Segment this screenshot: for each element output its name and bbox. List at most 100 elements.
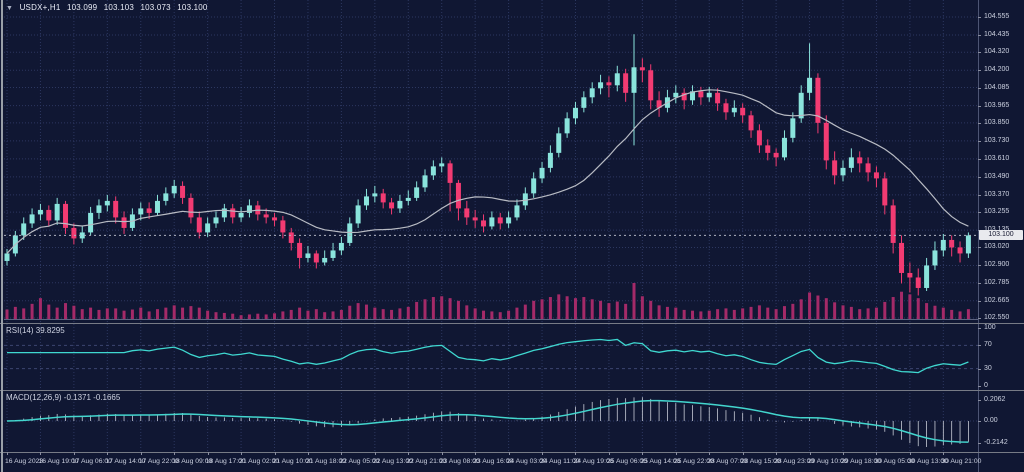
time-axis-label: 30 Aug 21:00 bbox=[941, 458, 982, 465]
price-axis-tick bbox=[978, 158, 981, 160]
time-axis-tick bbox=[475, 452, 477, 455]
time-axis-border bbox=[0, 452, 1024, 453]
time-axis-label: 21 Aug 10:00 bbox=[272, 458, 313, 465]
time-axis-tick bbox=[709, 452, 711, 455]
rsi-axis-label: 70 bbox=[984, 341, 992, 349]
time-axis-label: 17 Aug 06:00 bbox=[71, 458, 112, 465]
macd-axis-label: -0.2142 bbox=[984, 438, 1008, 446]
window-left-border bbox=[1, 0, 3, 472]
price-axis-label: 104.320 bbox=[984, 48, 1010, 56]
time-axis-tick bbox=[876, 452, 878, 455]
time-axis-label: 16 Aug 2023 bbox=[5, 458, 44, 465]
price-axis-tick bbox=[978, 282, 981, 284]
price-axis-tick bbox=[978, 300, 981, 302]
price-axis-tick bbox=[978, 70, 981, 72]
price-axis-label: 103.610 bbox=[984, 154, 1010, 162]
price-axis-label: 102.550 bbox=[984, 314, 1010, 321]
price-axis-tick bbox=[978, 122, 981, 124]
macd-axis-tick bbox=[978, 400, 981, 402]
time-axis-tick bbox=[307, 452, 309, 455]
price-axis-tick bbox=[978, 105, 981, 107]
symbol-period-label: USDX+,H1 bbox=[19, 3, 61, 12]
time-axis-label: 18 Aug 17:00 bbox=[205, 458, 246, 465]
time-axis-label: 24 Aug 03:00 bbox=[506, 458, 547, 465]
chart-ohlc-header: ▼ USDX+,H1 103.099 103.103 103.073 103.1… bbox=[6, 3, 212, 12]
rsi-axis-tick bbox=[978, 386, 981, 387]
open-value: 103.099 bbox=[66, 3, 98, 12]
time-axis-tick bbox=[642, 452, 644, 455]
price-axis-label: 104.435 bbox=[984, 31, 1010, 38]
time-axis-tick bbox=[575, 452, 577, 455]
time-axis-label: 22 Aug 13:00 bbox=[372, 458, 413, 465]
macd-signal-line bbox=[6, 399, 969, 443]
close-value: 103.100 bbox=[177, 3, 208, 12]
time-axis-tick bbox=[742, 452, 744, 455]
time-axis-label: 22 Aug 21:00 bbox=[406, 458, 447, 465]
time-axis-label: 23 Aug 16:00 bbox=[473, 458, 514, 465]
time-axis-label: 17 Aug 22:00 bbox=[138, 458, 179, 465]
macd-histogram bbox=[14, 397, 969, 447]
macd-axis-label: 0.2062 bbox=[984, 396, 1006, 404]
rsi-axis-tick bbox=[978, 368, 981, 370]
price-axis-tick bbox=[978, 247, 981, 249]
time-axis-tick bbox=[809, 452, 811, 455]
pane-separator-rsi-macd[interactable] bbox=[0, 390, 1024, 391]
macd-axis-label: 0.00 bbox=[984, 417, 998, 424]
time-axis-tick bbox=[7, 452, 8, 455]
rsi-axis-label: 100 bbox=[984, 324, 996, 331]
price-axis-tick bbox=[978, 318, 981, 319]
time-axis-label: 28 Aug 15:00 bbox=[740, 458, 781, 465]
time-axis-tick bbox=[107, 452, 109, 455]
time-axis-label: 30 Aug 13:00 bbox=[907, 458, 948, 465]
ma-line bbox=[6, 89, 969, 254]
rsi-axis-label: 0 bbox=[984, 382, 988, 389]
price-axis-tick bbox=[978, 87, 981, 89]
time-axis-label: 25 Aug 22:00 bbox=[673, 458, 714, 465]
time-axis-tick bbox=[40, 452, 42, 455]
price-axis-label: 102.900 bbox=[984, 261, 1010, 269]
low-value: 103.073 bbox=[140, 3, 171, 12]
time-axis-label: 21 Aug 18:00 bbox=[305, 458, 347, 465]
macd-axis-tick bbox=[978, 421, 981, 422]
rsi-axis-label: 30 bbox=[984, 364, 992, 372]
macd-axis-tick bbox=[978, 442, 981, 444]
macd-indicator-label: MACD(12,26,9) -0.1371 -0.1665 bbox=[6, 393, 121, 402]
price-axis-label: 103.020 bbox=[984, 243, 1010, 251]
time-axis-tick bbox=[843, 452, 844, 455]
price-axis-label: 103.965 bbox=[984, 101, 1010, 109]
volume-layer bbox=[5, 283, 970, 319]
price-axis-tick bbox=[978, 176, 981, 178]
price-axis-label: 103.255 bbox=[984, 208, 1010, 216]
pane-separator-main-rsi[interactable] bbox=[0, 323, 1024, 324]
time-axis-label: 18 Aug 09:00 bbox=[172, 458, 213, 465]
time-axis-label: 22 Aug 05:00 bbox=[339, 458, 380, 465]
rsi-line bbox=[7, 338, 969, 374]
time-axis-label: 24 Aug 11:00 bbox=[540, 458, 580, 465]
time-axis-tick bbox=[608, 452, 610, 455]
time-axis-tick bbox=[675, 452, 677, 455]
high-value: 103.103 bbox=[103, 3, 135, 12]
chart-menu-arrow-icon[interactable]: ▼ bbox=[6, 5, 14, 12]
price-axis-label: 102.665 bbox=[984, 296, 1010, 304]
price-axis-label: 103.135 bbox=[984, 226, 1009, 233]
price-axis-tick bbox=[978, 194, 981, 196]
time-axis-tick bbox=[508, 452, 510, 455]
time-axis-label: 30 Aug 05:00 bbox=[874, 458, 915, 465]
rsi-axis-tick bbox=[978, 345, 981, 347]
time-axis-tick bbox=[909, 452, 911, 455]
time-axis-tick bbox=[374, 452, 376, 455]
price-axis-tick bbox=[978, 265, 981, 267]
time-axis-tick bbox=[274, 452, 276, 455]
time-axis-tick bbox=[542, 452, 544, 455]
time-axis-label: 28 Aug 23:00 bbox=[774, 458, 815, 465]
time-axis-label: 29 Aug 10:00 bbox=[807, 458, 848, 465]
price-axis-tick bbox=[978, 140, 981, 142]
time-axis-label: 17 Aug 14:00 bbox=[105, 458, 146, 465]
time-axis-label: 16 Aug 19:00 bbox=[38, 458, 79, 465]
price-axis-tick bbox=[978, 52, 981, 54]
price-axis-tick bbox=[978, 212, 981, 214]
current-price-tag: 103.100 bbox=[979, 230, 1023, 241]
time-axis-label: 29 Aug 18:00 bbox=[841, 458, 882, 465]
